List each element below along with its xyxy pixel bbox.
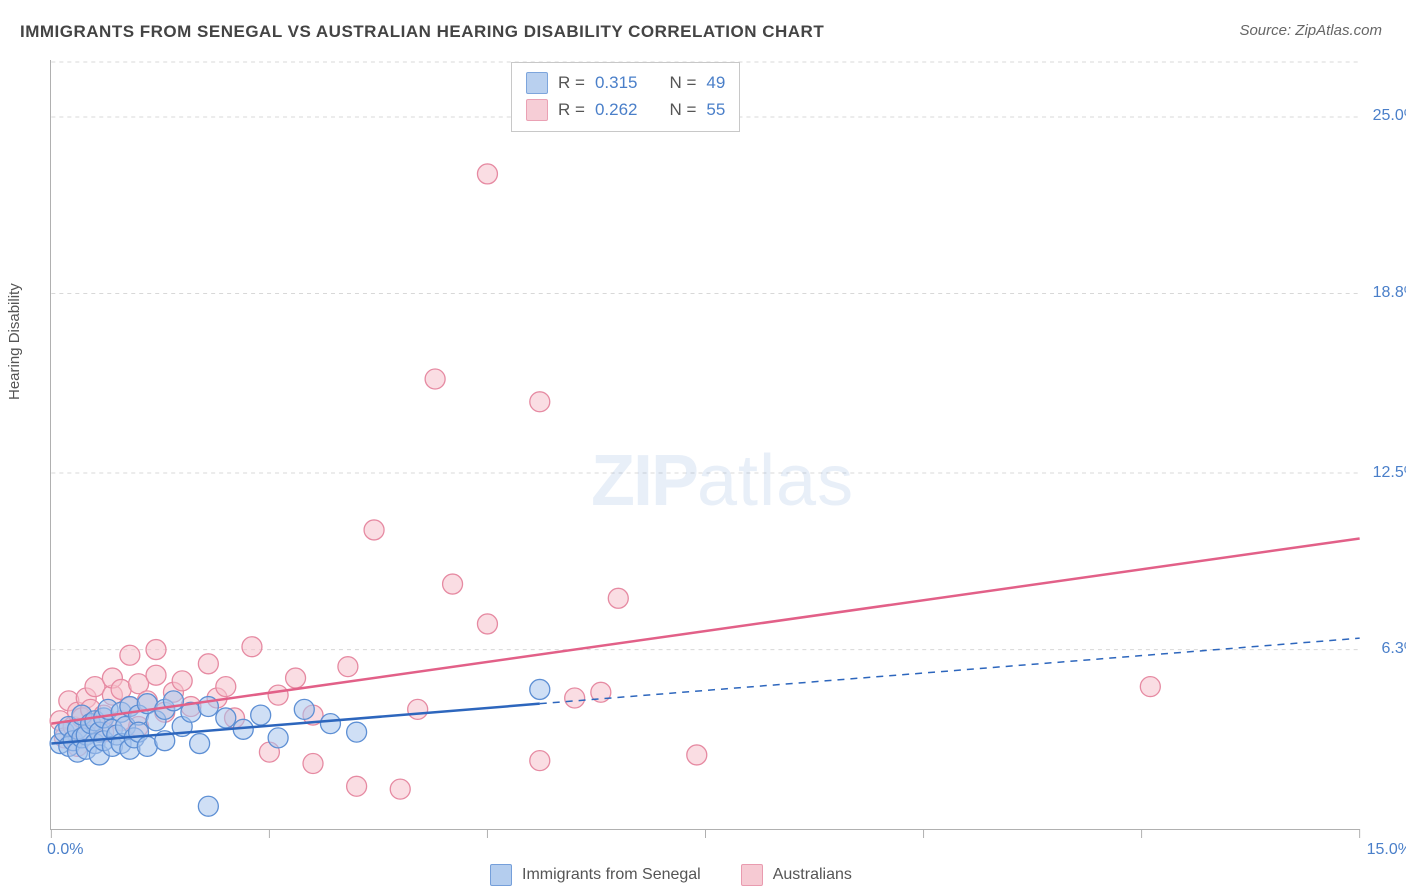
y-tick-label: 12.5% bbox=[1373, 464, 1406, 482]
r-value-australians: 0.262 bbox=[595, 96, 638, 123]
x-min-label: 0.0% bbox=[47, 841, 83, 859]
y-axis-label: Hearing Disability bbox=[6, 283, 23, 400]
data-point-australians bbox=[347, 776, 367, 796]
data-point-australians bbox=[530, 751, 550, 771]
r-prefix: R = bbox=[558, 69, 585, 96]
swatch-australians-icon bbox=[526, 99, 548, 121]
data-point-australians bbox=[477, 164, 497, 184]
x-max-label: 15.0% bbox=[1367, 841, 1406, 859]
n-value-australians: 55 bbox=[706, 96, 725, 123]
regression-line-australians bbox=[51, 538, 1359, 723]
y-tick-label: 6.3% bbox=[1382, 640, 1406, 658]
y-tick-label: 25.0% bbox=[1373, 107, 1406, 125]
n-value-senegal: 49 bbox=[706, 69, 725, 96]
data-point-senegal bbox=[347, 722, 367, 742]
data-point-senegal bbox=[251, 705, 271, 725]
data-point-australians bbox=[303, 754, 323, 774]
legend-label-senegal: Immigrants from Senegal bbox=[522, 866, 701, 884]
swatch-senegal-icon bbox=[526, 72, 548, 94]
legend-item-australians: Australians bbox=[741, 864, 852, 886]
legend-stats: R = 0.315 N = 49 R = 0.262 N = 55 bbox=[511, 62, 740, 132]
regression-line-dashed-senegal bbox=[540, 638, 1360, 704]
data-point-senegal bbox=[216, 708, 236, 728]
swatch-australians-icon bbox=[741, 864, 763, 886]
data-point-australians bbox=[120, 645, 140, 665]
data-point-australians bbox=[338, 657, 358, 677]
data-point-australians bbox=[146, 640, 166, 660]
data-point-australians bbox=[198, 654, 218, 674]
r-prefix: R = bbox=[558, 96, 585, 123]
y-tick-label: 18.8% bbox=[1373, 284, 1406, 302]
data-point-senegal bbox=[190, 734, 210, 754]
data-point-australians bbox=[565, 688, 585, 708]
data-point-senegal bbox=[320, 714, 340, 734]
data-point-australians bbox=[390, 779, 410, 799]
data-point-australians bbox=[242, 637, 262, 657]
data-point-australians bbox=[608, 588, 628, 608]
source-label: Source: ZipAtlas.com bbox=[1239, 22, 1382, 39]
data-point-australians bbox=[1140, 677, 1160, 697]
legend-stats-row-australians: R = 0.262 N = 55 bbox=[526, 96, 725, 123]
data-point-australians bbox=[408, 699, 428, 719]
n-prefix: N = bbox=[669, 69, 696, 96]
legend-label-australians: Australians bbox=[773, 866, 852, 884]
data-point-senegal bbox=[268, 728, 288, 748]
data-point-australians bbox=[268, 685, 288, 705]
data-point-australians bbox=[687, 745, 707, 765]
chart-title: IMMIGRANTS FROM SENEGAL VS AUSTRALIAN HE… bbox=[20, 22, 824, 42]
legend-item-senegal: Immigrants from Senegal bbox=[490, 864, 701, 886]
data-point-australians bbox=[425, 369, 445, 389]
n-prefix: N = bbox=[669, 96, 696, 123]
data-point-australians bbox=[172, 671, 192, 691]
data-point-australians bbox=[364, 520, 384, 540]
legend-stats-row-senegal: R = 0.315 N = 49 bbox=[526, 69, 725, 96]
swatch-senegal-icon bbox=[490, 864, 512, 886]
data-point-australians bbox=[530, 392, 550, 412]
data-point-australians bbox=[146, 665, 166, 685]
data-point-australians bbox=[477, 614, 497, 634]
data-point-senegal bbox=[198, 796, 218, 816]
data-point-australians bbox=[216, 677, 236, 697]
data-point-australians bbox=[443, 574, 463, 594]
data-point-australians bbox=[286, 668, 306, 688]
legend-bottom: Immigrants from Senegal Australians bbox=[490, 864, 852, 886]
chart-svg bbox=[51, 60, 1360, 829]
r-value-senegal: 0.315 bbox=[595, 69, 638, 96]
plot-area: R = 0.315 N = 49 R = 0.262 N = 55 ZIPatl… bbox=[50, 60, 1360, 830]
data-point-senegal bbox=[530, 679, 550, 699]
data-point-senegal bbox=[294, 699, 314, 719]
